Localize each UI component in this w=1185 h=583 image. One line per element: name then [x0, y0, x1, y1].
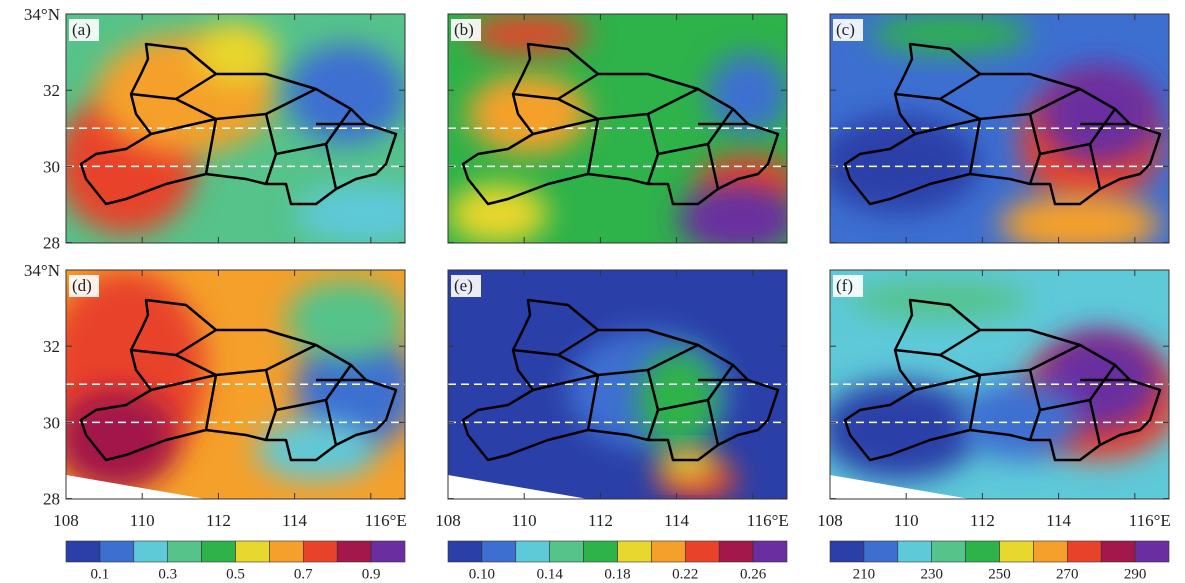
lat-label: 28 [43, 490, 60, 509]
map-panel: (f) [820, 270, 1180, 499]
colorbar-cell [719, 541, 753, 562]
colorbar-label: 210 [853, 566, 876, 582]
colorbar-cell [236, 541, 270, 562]
colorbar-cell [753, 541, 787, 562]
panel-label: (c) [836, 20, 855, 39]
map-panel: (e) [448, 270, 787, 500]
map-panel: (a) [56, 14, 436, 244]
colorbar-cell [371, 541, 405, 562]
field [46, 270, 416, 499]
colorbar-cell [66, 541, 100, 562]
colorbar-cell [966, 541, 1000, 562]
lat-label: 32 [43, 81, 60, 100]
colorbar-cell [898, 541, 932, 562]
lat-label: 30 [43, 157, 60, 176]
field-blob [468, 74, 588, 154]
colorbar-label: 230 [920, 566, 943, 582]
colorbar-label: 0.10 [469, 566, 495, 582]
colorbar-label: 290 [1124, 566, 1147, 582]
colorbar-cell [1101, 541, 1135, 562]
colorbar-label: 0.9 [362, 566, 381, 582]
lon-label: 116°E [1129, 511, 1171, 530]
colorbar-cell [448, 541, 482, 562]
lon-label: 114 [664, 511, 689, 530]
field-blob [820, 380, 980, 480]
colorbar-cell [932, 541, 966, 562]
lat-label: 34°N [24, 261, 60, 280]
colorbar-cell [269, 541, 303, 562]
lon-label: 108 [817, 511, 843, 530]
colorbar-cell [168, 541, 202, 562]
field-blob [1040, 64, 1160, 164]
colorbar-cell [482, 541, 516, 562]
colorbar-cell [337, 541, 371, 562]
colorbar-label: 0.22 [672, 566, 698, 582]
field-blob [448, 184, 548, 244]
colorbar-label: 270 [1056, 566, 1079, 582]
colorbar-label: 0.5 [226, 566, 245, 582]
colorbar-label: 0.3 [158, 566, 177, 582]
colorbar-cell [830, 541, 864, 562]
lon-label: 110 [130, 511, 155, 530]
colorbar-label: 0.26 [740, 566, 767, 582]
colorbar-cell [550, 541, 584, 562]
colorbar-label: 0.14 [537, 566, 564, 582]
figure: (a) 34°N 32 30 28 (b) (c) (d) 34°N 32 30 28 108 110 11… [0, 0, 1185, 583]
field [448, 14, 798, 254]
lon-label: 108 [435, 511, 461, 530]
lon-label: 116°E [365, 511, 407, 530]
lat-label: 28 [43, 234, 60, 253]
colorbar-cell [1135, 541, 1169, 562]
lon-label: 112 [206, 511, 231, 530]
map-panel: (c) [820, 14, 1169, 254]
field-blob [296, 184, 436, 244]
colorbar: 210 230 250 270 290 [830, 541, 1169, 582]
lon-label: 116°E [747, 511, 789, 530]
lon-label: 112 [970, 511, 995, 530]
lon-label: 112 [588, 511, 613, 530]
field [820, 14, 1169, 254]
colorbar-cell [516, 541, 550, 562]
lat-label: 30 [43, 413, 60, 432]
lon-label: 110 [512, 511, 537, 530]
map-panel: (d) [46, 270, 416, 499]
panel-label: (e) [454, 276, 473, 295]
colorbar-cell [1033, 541, 1067, 562]
map-panel: (b) [448, 14, 798, 254]
colorbar-label: 250 [988, 566, 1011, 582]
colorbar-label: 0.1 [91, 566, 110, 582]
colorbar-cell [134, 541, 168, 562]
colorbar-cell [584, 541, 618, 562]
colorbar-cell [1067, 541, 1101, 562]
lon-label: 114 [1046, 511, 1071, 530]
colorbar-label: 0.18 [604, 566, 630, 582]
lat-label: 34°N [24, 5, 60, 24]
colorbar-cell [618, 541, 652, 562]
colorbar-cell [864, 541, 898, 562]
colorbar-label: 0.7 [294, 566, 313, 582]
colorbar-cell [685, 541, 719, 562]
lon-label: 108 [53, 511, 79, 530]
field-blob [658, 450, 718, 480]
colorbar-cell [651, 541, 685, 562]
panel-label: (a) [72, 20, 91, 39]
colorbar-cell [1000, 541, 1034, 562]
panel-label: (b) [454, 20, 474, 39]
colorbar-cell [303, 541, 337, 562]
lon-label: 110 [894, 511, 919, 530]
colorbar: 0.1 0.3 0.5 0.7 0.9 [66, 541, 405, 582]
colorbar-cell [100, 541, 134, 562]
colorbar: 0.10 0.14 0.18 0.22 0.26 [448, 541, 787, 582]
lon-label: 114 [282, 511, 307, 530]
panel-label: (d) [72, 276, 92, 295]
colorbar-cell [202, 541, 236, 562]
field-blob [850, 280, 1030, 320]
field-blob [256, 420, 376, 480]
panel-label: (f) [836, 276, 853, 295]
field-blob [286, 280, 406, 360]
field-blob [56, 390, 176, 490]
lat-label: 32 [43, 337, 60, 356]
field-blob [708, 54, 788, 134]
